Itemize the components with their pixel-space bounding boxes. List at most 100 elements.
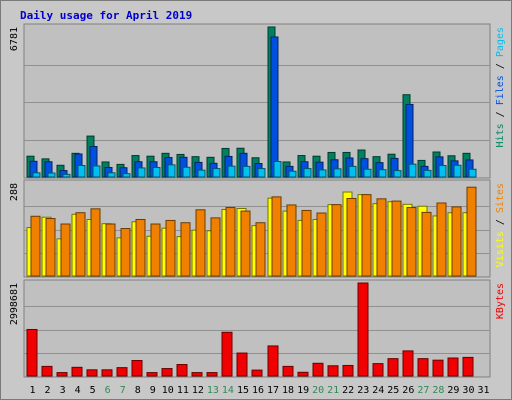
hits-bar-pages-day-24: [378, 169, 387, 178]
kbytes-bar-kbytes-day-29: [447, 357, 459, 377]
x-tick-label: 21: [327, 385, 339, 396]
kbytes-bar-kbytes-day-25: [387, 358, 399, 377]
hits-bar-pages-day-28: [438, 164, 447, 178]
visits-bar-sites-day-15: [240, 210, 251, 277]
kbytes-bar-kbytes-day-17: [267, 345, 279, 377]
visits-bar-sites-day-23: [361, 194, 372, 277]
x-tick-label: 13: [207, 385, 219, 396]
visits-bar-sites-day-25: [391, 200, 402, 277]
x-tick-label: 15: [237, 385, 249, 396]
kbytes-bar-kbytes-day-27: [417, 358, 429, 377]
kbytes-bar-kbytes-day-14: [221, 331, 233, 377]
hits-bar-pages-day-6: [107, 172, 116, 178]
hits-bar-pages-day-14: [227, 165, 236, 178]
x-tick-label: 2: [45, 385, 51, 396]
kbytes-bar-kbytes-day-8: [131, 359, 143, 377]
kbytes-bar-kbytes-day-2: [41, 365, 53, 377]
visits-bar-sites-day-22: [346, 198, 357, 277]
kbytes-bar-kbytes-day-24: [372, 363, 384, 377]
x-tick-label: 7: [120, 385, 126, 396]
x-axis-labels: 1 2 3 4 5 6 7 8 9 10 11 12 13 14 15 16 17 18 19 20 21 22 23 24 2…: [30, 385, 490, 396]
x-tick-label: 1: [30, 385, 36, 396]
hits-bar-pages-day-25: [393, 170, 402, 178]
kbytes-bar-kbytes-day-7: [116, 367, 128, 377]
visits-bar-sites-day-13: [210, 217, 221, 277]
panel-visits-max-label: 288: [9, 183, 20, 201]
legend-entry: Pages: [495, 27, 506, 57]
hits-bar-pages-day-5: [92, 165, 101, 178]
hits-bar-pages-day-10: [167, 164, 176, 178]
visits-bar-sites-day-28: [436, 202, 447, 277]
x-tick-label: 19: [297, 385, 309, 396]
panel-kbytes-legend: KBytes: [495, 283, 506, 319]
hits-bar-files-day-17: [270, 36, 279, 178]
x-tick-label: 12: [192, 385, 204, 396]
kbytes-bar-kbytes-day-1: [26, 328, 38, 377]
visits-bar-sites-day-30: [466, 186, 477, 277]
legend-separator: /: [495, 105, 506, 123]
x-tick-label: 11: [177, 385, 189, 396]
kbytes-bar-kbytes-day-30: [462, 356, 474, 377]
visits-bar-sites-day-9: [150, 223, 161, 277]
legend-separator: /: [495, 57, 506, 75]
hits-bar-pages-day-7: [122, 173, 131, 178]
x-tick-label: 20: [312, 385, 324, 396]
x-tick-label: 3: [60, 385, 66, 396]
legend-entry: KBytes: [495, 283, 506, 319]
x-tick-label: 10: [162, 385, 174, 396]
visits-bar-sites-day-20: [316, 212, 327, 277]
panel-visits-legend: Visits / Sites: [495, 183, 506, 267]
kbytes-bar-kbytes-day-3: [56, 372, 68, 377]
visits-bar-sites-day-8: [135, 218, 146, 277]
kbytes-bar-kbytes-day-28: [432, 359, 444, 377]
hits-bar-pages-day-15: [242, 165, 251, 178]
legend-entry: Files: [495, 75, 506, 105]
x-tick-label: 8: [135, 385, 141, 396]
panel-kbytes-max-label: 2998681: [9, 283, 20, 325]
hits-bar-pages-day-2: [47, 172, 56, 178]
kbytes-bar-kbytes-day-12: [191, 372, 203, 377]
visits-bar-sites-day-14: [225, 207, 236, 277]
visits-bar-sites-day-2: [45, 218, 56, 277]
visits-bar-sites-day-1: [30, 215, 41, 277]
panel-hits-legend: Hits / Files / Pages: [495, 27, 506, 147]
legend-separator: /: [495, 213, 506, 231]
kbytes-bar-kbytes-day-4: [71, 366, 83, 377]
visits-bar-sites-day-19: [301, 209, 312, 277]
x-tick-label: 29: [447, 385, 459, 396]
x-tick-label: 5: [90, 385, 96, 396]
kbytes-bar-kbytes-day-13: [206, 372, 218, 377]
hits-bar-pages-day-20: [318, 169, 327, 178]
panel-visits: 288 Visits / Sites: [9, 179, 506, 278]
kbytes-bar-kbytes-day-15: [236, 352, 248, 377]
kbytes-bar-kbytes-day-22: [342, 364, 354, 377]
panel-hits-max-label: 6781: [9, 27, 20, 51]
hits-bar-pages-day-13: [212, 168, 221, 178]
x-tick-label: 30: [462, 385, 474, 396]
hits-bar-pages-day-12: [197, 169, 206, 178]
x-tick-label: 23: [357, 385, 369, 396]
x-tick-label: 31: [477, 385, 489, 396]
visits-bar-sites-day-6: [105, 223, 116, 277]
hits-bar-pages-day-30: [468, 168, 477, 178]
x-tick-label: 22: [342, 385, 354, 396]
legend-entry: Visits: [495, 231, 506, 267]
visits-bar-sites-day-5: [90, 208, 101, 277]
x-tick-label: 16: [252, 385, 264, 396]
kbytes-bar-kbytes-day-5: [86, 369, 98, 377]
x-tick-label: 18: [282, 385, 294, 396]
kbytes-bar-kbytes-day-6: [101, 369, 113, 377]
hits-bar-pages-day-27: [423, 169, 432, 178]
kbytes-bar-kbytes-day-19: [297, 371, 309, 377]
hits-bar-pages-day-9: [152, 166, 161, 178]
visits-bar-sites-day-11: [180, 222, 191, 277]
hits-bar-pages-day-22: [348, 165, 357, 178]
x-tick-label: 25: [387, 385, 399, 396]
panel-kbytes: 2998681 KBytes: [9, 279, 506, 378]
visits-bar-sites-day-24: [376, 198, 387, 277]
hits-bar-pages-day-17: [273, 161, 282, 178]
hits-bar-pages-day-16: [257, 168, 266, 178]
hits-bar-pages-day-1: [32, 172, 41, 178]
hits-bar-pages-day-8: [137, 167, 146, 178]
